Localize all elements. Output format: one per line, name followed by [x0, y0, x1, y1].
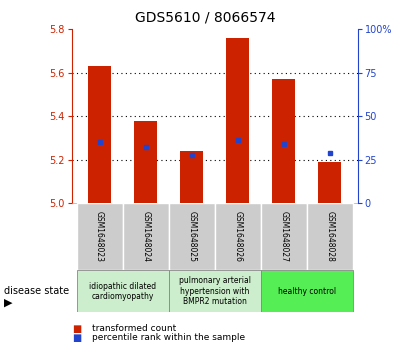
Bar — [307, 203, 353, 270]
Bar — [88, 66, 111, 203]
Text: GSM1648025: GSM1648025 — [187, 211, 196, 262]
Text: healthy control: healthy control — [278, 287, 336, 296]
Bar — [261, 203, 307, 270]
Text: transformed count: transformed count — [92, 324, 177, 333]
Text: ■: ■ — [72, 323, 81, 334]
Bar — [169, 270, 261, 312]
Text: disease state: disease state — [4, 286, 69, 296]
Text: pulmonary arterial
hypertension with
BMPR2 mutation: pulmonary arterial hypertension with BMP… — [179, 276, 251, 306]
Text: percentile rank within the sample: percentile rank within the sample — [92, 333, 246, 342]
Text: GSM1648023: GSM1648023 — [95, 211, 104, 262]
Text: GSM1648026: GSM1648026 — [233, 211, 242, 262]
Bar — [261, 270, 353, 312]
Text: ■: ■ — [72, 333, 81, 343]
Bar — [319, 162, 342, 203]
Text: idiopathic dilated
cardiomyopathy: idiopathic dilated cardiomyopathy — [89, 282, 156, 301]
Bar — [180, 151, 203, 203]
Bar — [122, 203, 169, 270]
Bar — [169, 203, 215, 270]
Bar — [215, 203, 261, 270]
Bar — [76, 203, 122, 270]
Bar — [134, 121, 157, 203]
Text: GSM1648028: GSM1648028 — [326, 211, 335, 262]
Text: GSM1648024: GSM1648024 — [141, 211, 150, 262]
Bar — [76, 270, 169, 312]
Bar — [272, 79, 296, 203]
Text: ▶: ▶ — [4, 297, 13, 307]
Bar — [226, 38, 249, 203]
Text: GSM1648027: GSM1648027 — [279, 211, 289, 262]
Text: GDS5610 / 8066574: GDS5610 / 8066574 — [135, 11, 276, 25]
